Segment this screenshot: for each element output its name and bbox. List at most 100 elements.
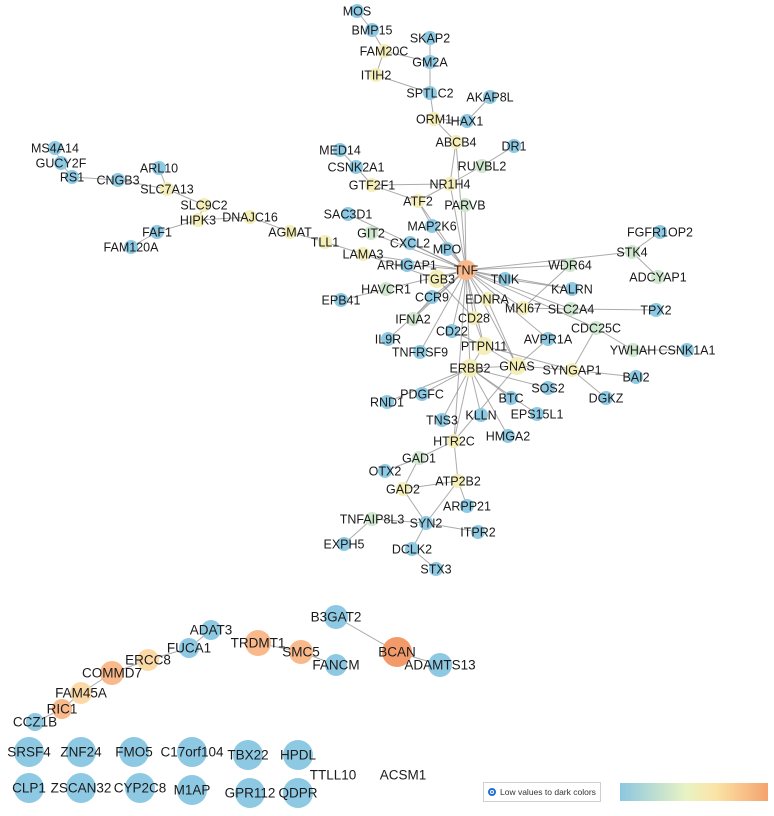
node-KLLN[interactable] xyxy=(474,408,488,422)
node-TNFRSF9[interactable] xyxy=(413,345,427,359)
node-ZNF24[interactable] xyxy=(66,737,96,767)
node-DGKZ[interactable] xyxy=(599,391,613,405)
node-GTF2F1[interactable] xyxy=(365,178,379,192)
node-ARL10[interactable] xyxy=(152,161,166,175)
node-FANCM[interactable] xyxy=(325,654,347,676)
node-TNS3[interactable] xyxy=(435,413,449,427)
node-BTC[interactable] xyxy=(504,391,518,405)
node-SPTLC2[interactable] xyxy=(423,86,437,100)
node-GAD1[interactable] xyxy=(412,451,426,465)
node-STK4[interactable] xyxy=(625,245,639,259)
node-ADAT3[interactable] xyxy=(201,620,221,640)
node-NR1H4[interactable] xyxy=(443,177,457,191)
node-MS4A14[interactable] xyxy=(48,141,62,155)
node-FMO5[interactable] xyxy=(119,737,149,767)
node-ITPR2[interactable] xyxy=(471,525,485,539)
node-ITIH2[interactable] xyxy=(369,68,383,82)
node-TPX2[interactable] xyxy=(649,303,663,317)
node-COMMD7[interactable] xyxy=(100,661,124,685)
node-SRSF4[interactable] xyxy=(14,737,44,767)
node-ERCC8[interactable] xyxy=(137,649,159,671)
node-KALRN[interactable] xyxy=(565,282,579,296)
node-ARHGAP1[interactable] xyxy=(400,258,414,272)
node-GAD2[interactable] xyxy=(396,482,410,496)
node-QDPR[interactable] xyxy=(283,778,313,808)
node-CD28[interactable] xyxy=(467,311,481,325)
node-ORM1[interactable] xyxy=(427,112,441,126)
node-MPO[interactable] xyxy=(440,242,454,256)
node-CCR9[interactable] xyxy=(425,290,439,304)
node-SLC7A13[interactable] xyxy=(160,182,174,196)
node-YWHAH[interactable] xyxy=(626,343,640,357)
node-ADAMTS13[interactable] xyxy=(428,653,452,677)
node-GIT2[interactable] xyxy=(364,226,378,240)
node-HTR2C[interactable] xyxy=(447,434,461,448)
node-EDNRA[interactable] xyxy=(480,292,494,306)
node-SYNGAP1[interactable] xyxy=(565,363,579,377)
node-FAM120A[interactable] xyxy=(124,240,138,254)
node-LAMA3[interactable] xyxy=(356,247,370,261)
node-SAC3D1[interactable] xyxy=(341,207,355,221)
node-TNIK[interactable] xyxy=(498,272,512,286)
node-TRDMT1[interactable] xyxy=(245,630,271,656)
node-BCAN[interactable] xyxy=(382,637,412,667)
node-SOS2[interactable] xyxy=(541,381,555,395)
node-TNF[interactable] xyxy=(456,260,476,280)
node-PTPN11[interactable] xyxy=(475,337,493,355)
node-CXCL2[interactable] xyxy=(403,236,417,250)
node-HMGA2[interactable] xyxy=(501,429,515,443)
node-ZSCAN32[interactable] xyxy=(66,773,96,803)
node-GUCY2F[interactable] xyxy=(54,156,68,170)
node-HAVCR1[interactable] xyxy=(379,282,393,296)
node-RS1[interactable] xyxy=(65,170,79,184)
node-HPDL[interactable] xyxy=(283,740,313,770)
node-SLC2A4[interactable] xyxy=(564,302,578,316)
node-HAX1[interactable] xyxy=(460,114,474,128)
node-MED14[interactable] xyxy=(333,143,347,157)
node-ABCB4[interactable] xyxy=(449,135,463,149)
node-CDC25C[interactable] xyxy=(589,321,603,335)
node-BAI2[interactable] xyxy=(629,370,643,384)
node-OTX2[interactable] xyxy=(378,464,392,478)
node-GPR112[interactable] xyxy=(235,778,265,808)
node-ARPP21[interactable] xyxy=(460,499,474,513)
node-C17orf104[interactable] xyxy=(177,737,207,767)
node-FGFR1OP2[interactable] xyxy=(653,225,667,239)
node-BMP15[interactable] xyxy=(365,23,379,37)
node-DCLK2[interactable] xyxy=(405,542,419,556)
node-EPS15L1[interactable] xyxy=(530,407,544,421)
node-SYN2[interactable] xyxy=(419,516,433,530)
node-TNFAIP8L3[interactable] xyxy=(365,512,379,526)
node-AGMAT[interactable] xyxy=(283,225,297,239)
node-FAM45A[interactable] xyxy=(70,682,92,704)
node-CSNK2A1[interactable] xyxy=(349,160,363,174)
node-WDR64[interactable] xyxy=(563,258,577,272)
node-DNAJC16[interactable] xyxy=(243,210,257,224)
node-AKAP8L[interactable] xyxy=(483,90,497,104)
node-STX3[interactable] xyxy=(429,562,443,576)
node-ITGB3[interactable] xyxy=(428,270,446,288)
node-CCZ1B[interactable] xyxy=(26,713,44,731)
node-AVPR1A[interactable] xyxy=(541,332,555,346)
node-CLP1[interactable] xyxy=(14,773,44,803)
node-B3GAT2[interactable] xyxy=(324,605,348,629)
node-CSNK1A1[interactable] xyxy=(680,343,694,357)
node-ADCYAP1[interactable] xyxy=(651,270,665,284)
node-RND1[interactable] xyxy=(380,395,394,409)
node-FUCA1[interactable] xyxy=(179,638,199,658)
node-SLC9C2[interactable] xyxy=(197,198,211,212)
node-CD22[interactable] xyxy=(445,324,459,338)
node-MAP2K6[interactable] xyxy=(425,219,439,233)
node-RIC1[interactable] xyxy=(52,699,72,719)
node-PARVB[interactable] xyxy=(458,198,472,212)
node-CNGB3[interactable] xyxy=(111,173,125,187)
node-FAF1[interactable] xyxy=(150,225,164,239)
node-CYP2C8[interactable] xyxy=(125,773,155,803)
node-PDGFC[interactable] xyxy=(415,387,429,401)
node-SKAP2[interactable] xyxy=(423,31,437,45)
node-M1AP[interactable] xyxy=(177,775,207,805)
node-FAM20C[interactable] xyxy=(377,44,391,58)
node-IL9R[interactable] xyxy=(381,332,395,346)
node-HIPK3[interactable] xyxy=(191,213,205,227)
color-scheme-option[interactable]: Low values to dark colors xyxy=(483,782,601,802)
